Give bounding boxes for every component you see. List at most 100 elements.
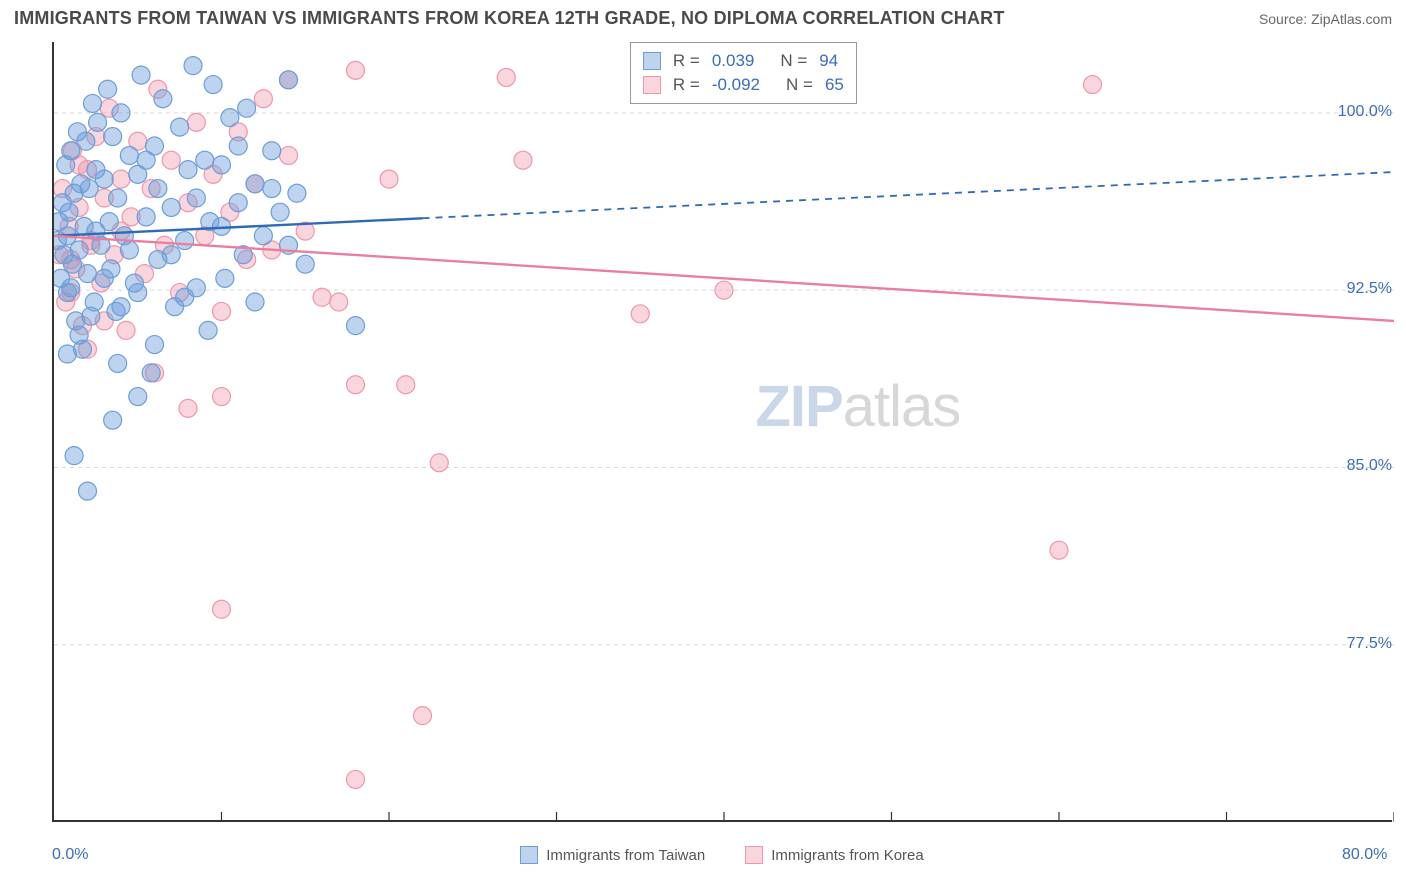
data-point-taiwan: [104, 411, 122, 429]
data-point-taiwan: [99, 80, 117, 98]
plot-region: [52, 42, 1392, 822]
chart-title: IMMIGRANTS FROM TAIWAN VS IMMIGRANTS FRO…: [14, 8, 1005, 29]
y-tick-label: 77.5%: [1322, 635, 1392, 653]
data-point-korea: [715, 281, 733, 299]
data-point-korea: [397, 376, 415, 394]
data-point-taiwan: [176, 288, 194, 306]
data-point-taiwan: [77, 132, 95, 150]
data-point-korea: [631, 305, 649, 323]
stat-N-label: N =: [780, 49, 807, 73]
data-point-taiwan: [216, 269, 234, 287]
data-point-korea: [330, 293, 348, 311]
data-point-korea: [347, 376, 365, 394]
data-point-taiwan: [137, 208, 155, 226]
data-point-korea: [213, 302, 231, 320]
data-point-taiwan: [176, 232, 194, 250]
data-point-taiwan: [129, 284, 147, 302]
stat-legend: R =0.039N =94R =-0.092N =65: [630, 42, 857, 104]
source-attribution: Source: ZipAtlas.com: [1259, 11, 1392, 27]
plot-svg: [54, 42, 1394, 822]
data-point-korea: [280, 146, 298, 164]
trendline-taiwan-extrapolated: [423, 172, 1395, 218]
stat-N-value-taiwan: 94: [819, 49, 838, 73]
data-point-korea: [213, 600, 231, 618]
data-point-taiwan: [89, 113, 107, 131]
legend-swatch-korea: [745, 846, 763, 864]
data-point-taiwan: [271, 203, 289, 221]
data-point-taiwan: [120, 241, 138, 259]
data-point-taiwan: [184, 57, 202, 75]
legend-item-korea: Immigrants from Korea: [745, 846, 924, 864]
data-point-taiwan: [79, 482, 97, 500]
data-point-korea: [347, 61, 365, 79]
data-point-taiwan: [179, 161, 197, 179]
data-point-korea: [414, 707, 432, 725]
data-point-taiwan: [104, 128, 122, 146]
data-point-taiwan: [62, 279, 80, 297]
data-point-taiwan: [347, 317, 365, 335]
stat-row-taiwan: R =0.039N =94: [643, 49, 844, 73]
data-point-korea: [179, 399, 197, 417]
stat-swatch-taiwan: [643, 52, 661, 70]
data-point-korea: [162, 151, 180, 169]
data-point-korea: [497, 68, 515, 86]
data-point-taiwan: [84, 94, 102, 112]
data-point-taiwan: [280, 71, 298, 89]
data-point-korea: [117, 321, 135, 339]
data-point-taiwan: [142, 364, 160, 382]
data-point-taiwan: [296, 255, 314, 273]
data-point-taiwan: [82, 307, 100, 325]
legend-label-korea: Immigrants from Korea: [771, 847, 924, 864]
data-point-taiwan: [109, 189, 127, 207]
source-link[interactable]: ZipAtlas.com: [1311, 11, 1392, 27]
data-point-korea: [1084, 76, 1102, 94]
data-point-taiwan: [171, 118, 189, 136]
data-point-taiwan: [199, 321, 217, 339]
data-point-taiwan: [87, 161, 105, 179]
data-point-taiwan: [65, 447, 83, 465]
data-point-taiwan: [70, 326, 88, 344]
title-bar: IMMIGRANTS FROM TAIWAN VS IMMIGRANTS FRO…: [0, 0, 1406, 33]
data-point-korea: [514, 151, 532, 169]
data-point-taiwan: [129, 388, 147, 406]
data-point-taiwan: [213, 156, 231, 174]
data-point-korea: [187, 113, 205, 131]
data-point-korea: [430, 454, 448, 472]
data-point-taiwan: [137, 151, 155, 169]
chart-area: 12th Grade, No Diploma 77.5%85.0%92.5%10…: [0, 36, 1406, 892]
y-tick-label: 100.0%: [1322, 103, 1392, 121]
stat-row-korea: R = -0.092 N = 65: [643, 73, 844, 97]
data-point-korea: [380, 170, 398, 188]
stat-N-label: N =: [786, 73, 813, 97]
y-tick-label: 92.5%: [1322, 280, 1392, 298]
data-point-korea: [213, 388, 231, 406]
data-point-taiwan: [254, 227, 272, 245]
data-point-taiwan: [100, 213, 118, 231]
data-point-korea: [347, 770, 365, 788]
data-point-taiwan: [154, 90, 172, 108]
data-point-taiwan: [146, 336, 164, 354]
series-legend: Immigrants from Taiwan Immigrants from Ko…: [52, 840, 1392, 870]
data-point-taiwan: [95, 269, 113, 287]
stat-R-value-korea: -0.092: [712, 73, 760, 97]
y-tick-label: 85.0%: [1322, 457, 1392, 475]
data-point-taiwan: [204, 76, 222, 94]
data-point-korea: [1050, 541, 1068, 559]
legend-label-taiwan: Immigrants from Taiwan: [546, 847, 705, 864]
stat-N-value-korea: 65: [825, 73, 844, 97]
data-point-taiwan: [79, 265, 97, 283]
stat-R-label: R =: [673, 73, 700, 97]
data-point-taiwan: [120, 146, 138, 164]
data-point-taiwan: [263, 142, 281, 160]
data-point-taiwan: [246, 175, 264, 193]
data-point-taiwan: [149, 180, 167, 198]
legend-item-taiwan: Immigrants from Taiwan: [520, 846, 705, 864]
data-point-taiwan: [196, 151, 214, 169]
legend-swatch-taiwan: [520, 846, 538, 864]
data-point-taiwan: [263, 180, 281, 198]
data-point-korea: [112, 170, 130, 188]
stat-R-value-taiwan: 0.039: [712, 49, 755, 73]
data-point-taiwan: [288, 184, 306, 202]
data-point-taiwan: [229, 194, 247, 212]
data-point-taiwan: [109, 354, 127, 372]
